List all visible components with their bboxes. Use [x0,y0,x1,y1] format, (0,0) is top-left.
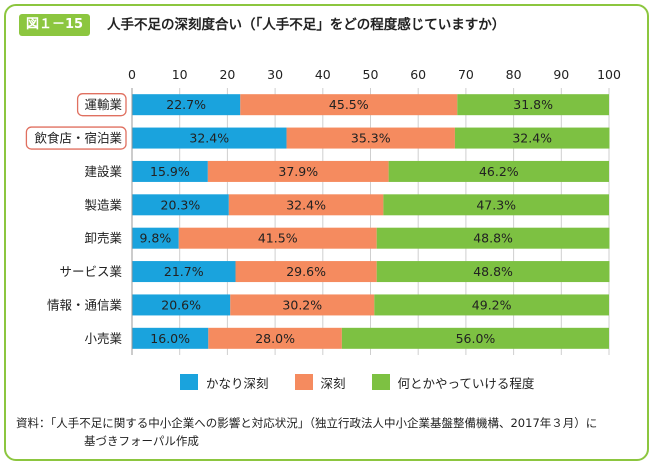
data-label: 30.2% [282,297,322,312]
category-label: 製造業 [84,197,122,212]
legend-label: 深刻 [320,375,346,391]
bar-segment [132,127,287,149]
data-label: 22.7% [166,97,206,112]
bar-segment [132,194,229,216]
bar-segment [454,127,610,149]
bar-segment [374,294,609,316]
bar-segment [230,294,375,316]
bar-segment [132,327,209,349]
data-label: 41.5% [258,231,298,246]
x-tick-label: 70 [458,67,474,82]
data-label: 20.3% [161,197,201,212]
category-label: 運輸業 [84,97,122,112]
bar-segment [457,94,609,116]
x-tick-label: 40 [315,67,331,82]
data-label: 16.0% [150,331,190,346]
data-label: 31.8% [513,97,553,112]
legend: かなり深刻 深刻 何とかやっていける程度 [180,373,560,391]
x-tick-label: 30 [267,67,283,82]
bar-segment [132,294,231,316]
data-label: 9.8% [139,231,171,246]
legend-item-severe-high: かなり深刻 [180,373,269,391]
data-label: 21.7% [164,264,204,279]
bar-segment [240,94,458,116]
data-label: 32.4% [286,197,326,212]
data-label: 48.8% [473,264,513,279]
data-label: 48.8% [473,231,513,246]
legend-swatch [180,374,198,390]
bar-segment [132,261,236,283]
category-label: 卸売業 [84,231,122,246]
bar-segment [207,160,389,182]
data-label: 45.5% [329,97,369,112]
source-line-2: 基づきフォーパル作成 [84,434,199,448]
x-tick-label: 60 [410,67,426,82]
category-label: 小売業 [84,331,122,346]
data-label: 15.9% [150,164,190,179]
legend-label: かなり深刻 [206,375,269,391]
x-tick-label: 10 [172,67,188,82]
legend-label: 何とかやっていける程度 [397,375,535,391]
data-label: 37.9% [278,164,318,179]
legend-swatch [371,374,390,390]
bar-segment [132,160,208,182]
data-label: 29.6% [286,264,326,279]
source-note: 資料：「人手不足に関する中小企業への影響と対応状況」（独立行政法人中小企業基盤整… [16,414,636,450]
bar-segment [286,127,455,149]
bar-segment [208,327,342,349]
legend-item-manageable: 何とかやっていける程度 [371,373,535,391]
category-label: 建設業 [84,164,122,179]
category-label: 飲食店・宿泊業 [34,131,122,146]
data-label: 56.0% [456,331,496,346]
data-label: 20.6% [161,297,201,312]
bar-segment [132,227,179,249]
bar-segment [178,227,377,249]
x-tick-label: 0 [128,67,136,82]
data-label: 32.4% [189,131,229,146]
x-tick-label: 20 [219,67,235,82]
data-label: 28.0% [255,331,295,346]
category-label: サービス業 [59,264,122,279]
data-label: 49.2% [472,297,512,312]
bar-segment [388,160,609,182]
category-label: 情報・通信業 [47,297,123,312]
source-line-1: 資料：「人手不足に関する中小企業への影響と対応状況」（独立行政法人中小企業基盤整… [16,416,598,430]
bar-segment [228,194,384,216]
category-highlight-box [25,126,127,150]
data-label: 35.3% [351,131,391,146]
bar-segment [235,261,377,283]
x-tick-label: 50 [363,67,379,82]
legend-item-severe: 深刻 [294,373,346,391]
x-tick-label: 100 [597,67,621,82]
data-label: 32.4% [512,131,552,146]
bar-segment [341,327,609,349]
data-label: 46.2% [479,164,519,179]
x-tick-label: 90 [553,67,569,82]
bar-segment [132,94,241,116]
legend-swatch [294,374,313,390]
figure-label: 図１－15 [19,14,91,36]
bar-segment [383,194,609,216]
x-tick-label: 80 [506,67,522,82]
data-label: 47.3% [476,197,516,212]
bar-segment [376,227,610,249]
chart-title: 人手不足の深刻度合い（「人手不足」をどの程度感じていますか） [107,17,506,33]
category-highlight-box [76,93,127,117]
bar-segment [376,261,610,283]
